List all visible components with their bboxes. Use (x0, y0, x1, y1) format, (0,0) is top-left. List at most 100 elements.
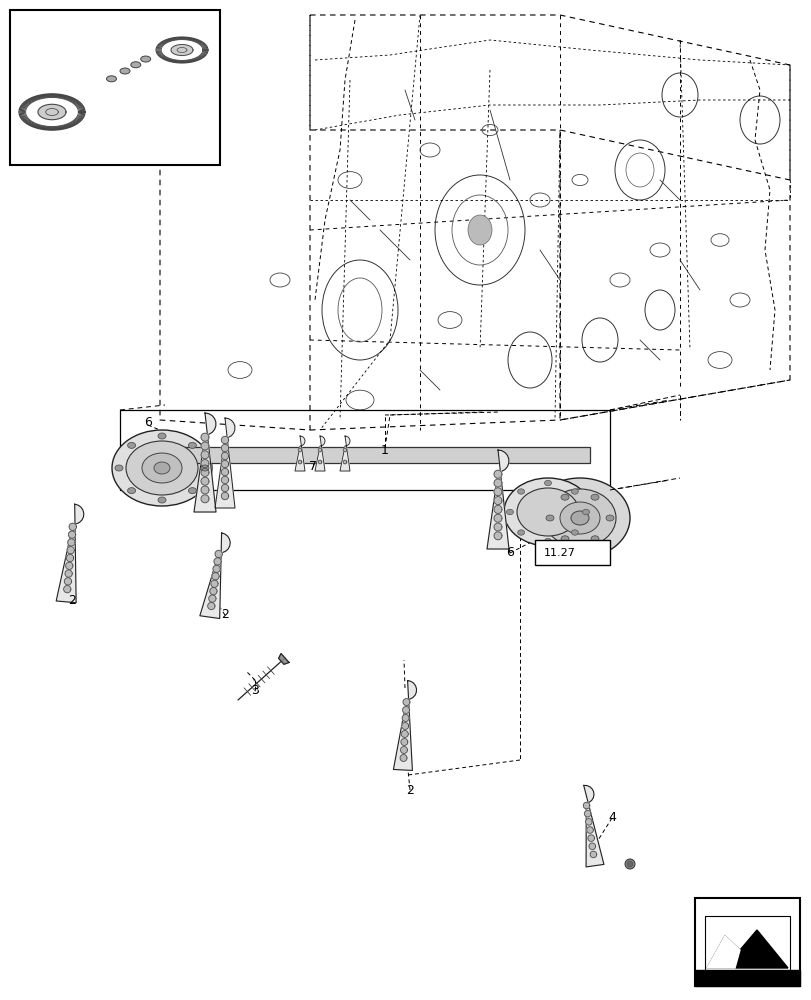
Polygon shape (694, 970, 799, 986)
Polygon shape (298, 460, 302, 464)
Polygon shape (64, 578, 71, 585)
Polygon shape (294, 436, 305, 471)
Polygon shape (221, 452, 229, 460)
Polygon shape (586, 827, 593, 833)
Text: 1: 1 (380, 444, 388, 456)
Ellipse shape (140, 56, 151, 62)
Polygon shape (215, 418, 234, 508)
Polygon shape (583, 785, 603, 867)
Polygon shape (221, 468, 229, 476)
Polygon shape (67, 554, 74, 562)
Polygon shape (493, 532, 501, 540)
Ellipse shape (530, 478, 629, 558)
Polygon shape (194, 413, 216, 512)
Polygon shape (63, 586, 71, 593)
Ellipse shape (142, 453, 182, 483)
Ellipse shape (158, 433, 165, 439)
Polygon shape (278, 654, 289, 664)
Polygon shape (706, 936, 739, 968)
Ellipse shape (543, 489, 616, 547)
Text: 6: 6 (505, 546, 513, 560)
Polygon shape (582, 802, 589, 809)
Ellipse shape (504, 478, 591, 546)
Polygon shape (400, 747, 407, 753)
Polygon shape (315, 436, 324, 471)
Text: 2: 2 (68, 593, 76, 606)
Polygon shape (401, 715, 409, 721)
Ellipse shape (544, 538, 551, 544)
Polygon shape (201, 442, 208, 450)
Ellipse shape (570, 511, 588, 525)
Polygon shape (208, 595, 216, 602)
Polygon shape (318, 448, 321, 452)
Polygon shape (201, 433, 208, 441)
Polygon shape (343, 448, 346, 452)
Ellipse shape (560, 502, 599, 534)
Ellipse shape (605, 515, 613, 521)
Polygon shape (493, 523, 501, 531)
Polygon shape (201, 468, 208, 476)
Polygon shape (393, 681, 416, 770)
Polygon shape (221, 492, 229, 500)
Polygon shape (66, 562, 73, 569)
Polygon shape (67, 539, 75, 546)
Polygon shape (318, 460, 321, 464)
Polygon shape (56, 504, 84, 603)
Polygon shape (67, 547, 74, 554)
Polygon shape (209, 588, 217, 595)
Polygon shape (215, 550, 222, 558)
Polygon shape (343, 460, 346, 464)
Polygon shape (402, 699, 410, 705)
Ellipse shape (517, 530, 524, 535)
Ellipse shape (106, 76, 116, 82)
Ellipse shape (517, 488, 578, 536)
Polygon shape (212, 565, 220, 572)
Text: 11.27: 11.27 (543, 548, 575, 558)
Ellipse shape (581, 509, 589, 515)
Polygon shape (208, 602, 215, 610)
Polygon shape (221, 484, 229, 492)
Bar (534, 540, 609, 565)
Polygon shape (171, 45, 193, 55)
Polygon shape (69, 523, 76, 530)
Polygon shape (493, 514, 501, 522)
Polygon shape (493, 488, 501, 496)
Text: 3: 3 (251, 684, 259, 696)
Ellipse shape (201, 465, 208, 471)
Ellipse shape (560, 536, 569, 542)
Polygon shape (221, 444, 229, 452)
Ellipse shape (188, 442, 196, 448)
Ellipse shape (624, 859, 634, 869)
Ellipse shape (467, 215, 491, 245)
Polygon shape (493, 470, 501, 478)
Polygon shape (402, 707, 409, 713)
Polygon shape (493, 505, 501, 513)
Ellipse shape (571, 489, 577, 494)
Polygon shape (201, 451, 208, 459)
Polygon shape (38, 104, 66, 120)
Polygon shape (298, 448, 302, 452)
Polygon shape (201, 477, 208, 485)
Bar (694, 898, 799, 986)
Ellipse shape (560, 494, 569, 500)
Ellipse shape (126, 441, 198, 495)
Polygon shape (588, 843, 594, 850)
Polygon shape (401, 739, 407, 745)
Polygon shape (400, 755, 406, 761)
Ellipse shape (158, 497, 165, 503)
Polygon shape (585, 819, 591, 825)
Ellipse shape (120, 68, 130, 74)
Polygon shape (200, 533, 230, 619)
Ellipse shape (131, 62, 140, 68)
Ellipse shape (545, 515, 553, 521)
Ellipse shape (154, 462, 169, 474)
Ellipse shape (127, 488, 135, 494)
Polygon shape (493, 479, 501, 487)
Polygon shape (201, 495, 208, 503)
Text: 4: 4 (607, 811, 616, 824)
Ellipse shape (590, 494, 599, 500)
Polygon shape (340, 436, 350, 471)
Text: 6: 6 (144, 416, 152, 428)
Ellipse shape (517, 489, 524, 494)
Ellipse shape (115, 465, 122, 471)
